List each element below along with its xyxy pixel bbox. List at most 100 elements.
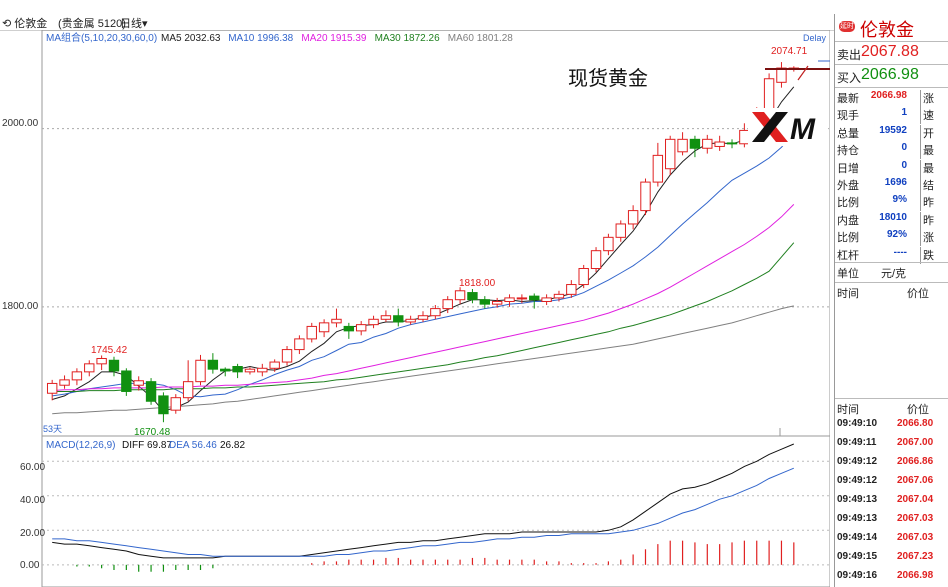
stat-value: 1 xyxy=(901,107,907,119)
macd-legend-label: MACD(12,26,9) xyxy=(46,440,115,451)
tick-row[interactable]: 09:49:10 2066.80 xyxy=(835,415,948,434)
macd-tick: 40.00 xyxy=(20,495,46,506)
quote-title: 延时 伦敦金 xyxy=(835,14,948,40)
stat-row: 最新 2066.98 涨 xyxy=(835,88,948,107)
macd-legend-value: 26.82 xyxy=(220,440,245,451)
stat-value: 18010 xyxy=(879,211,907,223)
delay-label: Delay xyxy=(803,33,827,43)
sell-price: 2067.88 xyxy=(861,43,919,60)
stat-row: 持仓 0 最 xyxy=(835,140,948,160)
annotation-high-left: 1745.42 xyxy=(91,345,128,356)
tick-time: 09:49:12 xyxy=(837,456,878,467)
tick-row[interactable]: 09:49:16 2066.98 xyxy=(835,567,948,586)
stat-right-label: 涨 xyxy=(920,229,934,247)
stat-value: 2066.98 xyxy=(870,90,907,101)
candle-body xyxy=(368,318,379,326)
quote-panel: 延时 伦敦金 卖出 2067.88 买入 2066.98 最新 2066.98 涨现… xyxy=(834,14,948,587)
tick-price: 2067.03 xyxy=(897,532,934,543)
ma-legend-ma20: MA20 1915.39 xyxy=(301,33,366,44)
tick-time: 09:49:16 xyxy=(837,570,878,581)
tick-price: 2067.03 xyxy=(897,513,934,524)
arrow-icon xyxy=(797,65,809,81)
candle-body xyxy=(442,299,453,310)
tick-price: 2067.23 xyxy=(897,551,934,562)
symbol-label[interactable]: ⟲ 伦敦金 xyxy=(2,15,47,31)
candle-body xyxy=(294,338,305,351)
tick-time: 09:49:13 xyxy=(837,513,878,524)
stat-row: 比例 9% 昨 xyxy=(835,192,948,212)
candle-body xyxy=(627,210,639,225)
candle-body xyxy=(207,359,219,370)
kline-chart[interactable]: MA组合(5,10,20,30,60,0) MA5 2032.63 MA10 199… xyxy=(0,30,830,587)
candle-body xyxy=(133,380,144,386)
price-panel-frame xyxy=(41,30,830,437)
stat-label: 外盘 xyxy=(837,180,859,192)
buy-price: 2066.98 xyxy=(861,66,919,83)
quote-symbol-name: 伦敦金 xyxy=(860,20,914,40)
candle-body xyxy=(702,138,713,149)
unit-label: 单位 xyxy=(837,268,859,280)
ma-legend-ma30: MA30 1872.26 xyxy=(375,33,440,44)
candle-body xyxy=(640,181,651,212)
candle-body xyxy=(491,300,503,305)
price-tick: 1800.00 xyxy=(2,301,39,312)
stat-row: 内盘 18010 昨 xyxy=(835,210,948,229)
tick-row[interactable]: 09:49:15 2067.23 xyxy=(835,548,948,567)
tick-row[interactable]: 09:49:12 2067.06 xyxy=(835,472,948,491)
candle-body xyxy=(108,359,120,372)
tick-row[interactable]: 09:49:11 2067.00 xyxy=(835,434,948,453)
time-header: 时间 xyxy=(837,404,859,416)
tick-time: 09:49:14 xyxy=(837,532,878,543)
candle-body xyxy=(145,381,157,402)
stat-label: 内盘 xyxy=(837,214,859,227)
tick-time: 09:49:10 xyxy=(837,418,878,429)
candle-body xyxy=(220,368,231,372)
chart-area[interactable]: MA组合(5,10,20,30,60,0) MA5 2032.63 MA10 199… xyxy=(0,30,830,587)
ma-line-ma10 xyxy=(52,131,795,398)
annotation-high-mid: 1818.00 xyxy=(459,278,496,289)
candle-body xyxy=(652,154,664,183)
candle-body xyxy=(393,315,404,323)
candle-body xyxy=(84,363,95,373)
unit-value: 元/克 xyxy=(881,268,907,280)
candle-body xyxy=(578,268,589,286)
time-price-header: 时间 价位 xyxy=(835,282,948,300)
buy-row[interactable]: 买入 2066.98 xyxy=(835,64,948,88)
candle-body xyxy=(454,290,466,301)
candle-body xyxy=(195,359,206,383)
tick-price: 2067.06 xyxy=(897,475,934,486)
price-header: 价位 xyxy=(907,288,929,300)
tick-row[interactable]: 09:49:12 2066.86 xyxy=(835,453,948,472)
tick-row[interactable]: 09:49:13 2067.04 xyxy=(835,491,948,510)
candle-body xyxy=(170,397,181,411)
macd-tick: 0.00 xyxy=(20,560,40,571)
tick-row[interactable]: 09:49:13 2067.03 xyxy=(835,510,948,529)
candle-body xyxy=(529,295,540,301)
candle-body xyxy=(516,297,528,300)
candle-body xyxy=(479,299,491,305)
stat-value: 1696 xyxy=(884,177,907,188)
macd-panel-frame xyxy=(41,435,830,587)
candle-body xyxy=(677,138,688,153)
candle-body xyxy=(603,236,614,252)
annotation-low-left: 1670.48 xyxy=(134,427,171,438)
tick-price: 2066.86 xyxy=(897,456,934,467)
tick-row[interactable]: 09:49:14 2067.03 xyxy=(835,529,948,548)
market-label: (贵金属 5120) xyxy=(58,18,126,30)
candle-body xyxy=(566,284,577,295)
stat-value: ---- xyxy=(893,246,907,258)
symbol-name: 伦敦金 xyxy=(14,18,48,30)
ma-legend-ma60: MA60 1801.28 xyxy=(448,33,513,44)
stat-label: 现手 xyxy=(837,110,859,123)
candle-body xyxy=(257,367,268,373)
stat-value: 92% xyxy=(886,229,907,241)
delay-badge: 延时 xyxy=(839,21,855,32)
period-selector[interactable]: 日线▾ xyxy=(120,15,148,31)
candle-body xyxy=(331,318,342,324)
tick-price: 2067.00 xyxy=(897,437,934,448)
stat-right-label: 昨 xyxy=(920,211,934,229)
sell-row[interactable]: 卖出 2067.88 xyxy=(835,41,948,64)
price-header: 价位 xyxy=(907,404,929,416)
candle-body xyxy=(343,325,355,332)
candle-body xyxy=(504,297,515,302)
